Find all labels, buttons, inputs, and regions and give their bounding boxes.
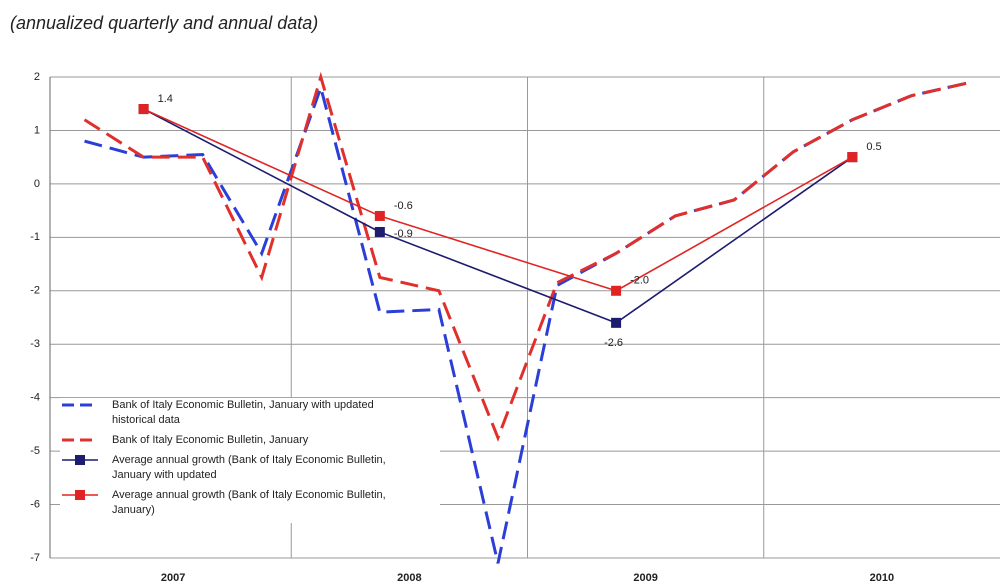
x-group-label: 2007: [161, 572, 185, 584]
y-tick-label: -4: [30, 392, 40, 404]
legend-label: Average annual growth (Bank of Italy Eco…: [112, 454, 386, 481]
y-tick-label: 1: [34, 124, 40, 136]
value-label: -2.0: [630, 275, 649, 287]
y-tick-label: 2: [34, 71, 40, 83]
data-point: [611, 285, 622, 296]
x-group-label: 2008: [397, 572, 421, 584]
series-line: [83, 71, 971, 442]
x-group-label: 2010: [870, 572, 894, 584]
legend-entry: Average annual growth (Bank of Italy Eco…: [60, 488, 440, 518]
legend-entry: Bank of Italy Economic Bulletin, January…: [60, 398, 440, 428]
series-line: [84, 80, 971, 564]
series-segment: [379, 215, 617, 292]
series-segment: [379, 231, 617, 324]
series-segment: [143, 108, 381, 233]
legend-label: Average annual growth (Bank of Italy Eco…: [112, 489, 386, 516]
data-point: [847, 152, 858, 163]
value-label: 1.4: [158, 93, 173, 105]
data-point: [138, 104, 149, 115]
y-tick-label: -5: [30, 445, 40, 457]
y-tick-label: -6: [30, 498, 40, 510]
y-tick-label: -1: [30, 231, 40, 243]
legend-entry: Bank of Italy Economic Bulletin, January: [60, 433, 440, 448]
data-point: [374, 226, 385, 237]
chart-title: (annualized quarterly and annual data): [10, 13, 318, 33]
legend-swatch: [62, 438, 98, 442]
legend: Bank of Italy Economic Bulletin, January…: [60, 398, 440, 523]
y-tick-label: -7: [30, 552, 40, 564]
value-label: -2.6: [604, 337, 623, 349]
y-tick-label: -3: [30, 338, 40, 350]
value-label: -0.9: [394, 228, 413, 240]
legend-swatch: [62, 490, 98, 500]
value-label: -0.6: [394, 200, 413, 212]
legend-marker: [75, 490, 85, 500]
legend-label: Bank of Italy Economic Bulletin, January: [112, 434, 309, 446]
legend-marker: [75, 455, 85, 465]
legend-swatch: [62, 403, 98, 407]
data-point: [611, 317, 622, 328]
series-segment: [615, 156, 853, 292]
value-label: 0.5: [866, 141, 881, 153]
series-segment: [143, 108, 381, 217]
legend-swatch: [62, 455, 98, 465]
legend-entry: Average annual growth (Bank of Italy Eco…: [60, 453, 440, 483]
y-tick-label: 0: [34, 178, 40, 190]
x-group-label: 2009: [633, 572, 657, 584]
y-tick-label: -2: [30, 285, 40, 297]
data-point: [374, 210, 385, 221]
legend-label: Bank of Italy Economic Bulletin, January…: [112, 399, 374, 426]
series-segment: [615, 156, 853, 324]
